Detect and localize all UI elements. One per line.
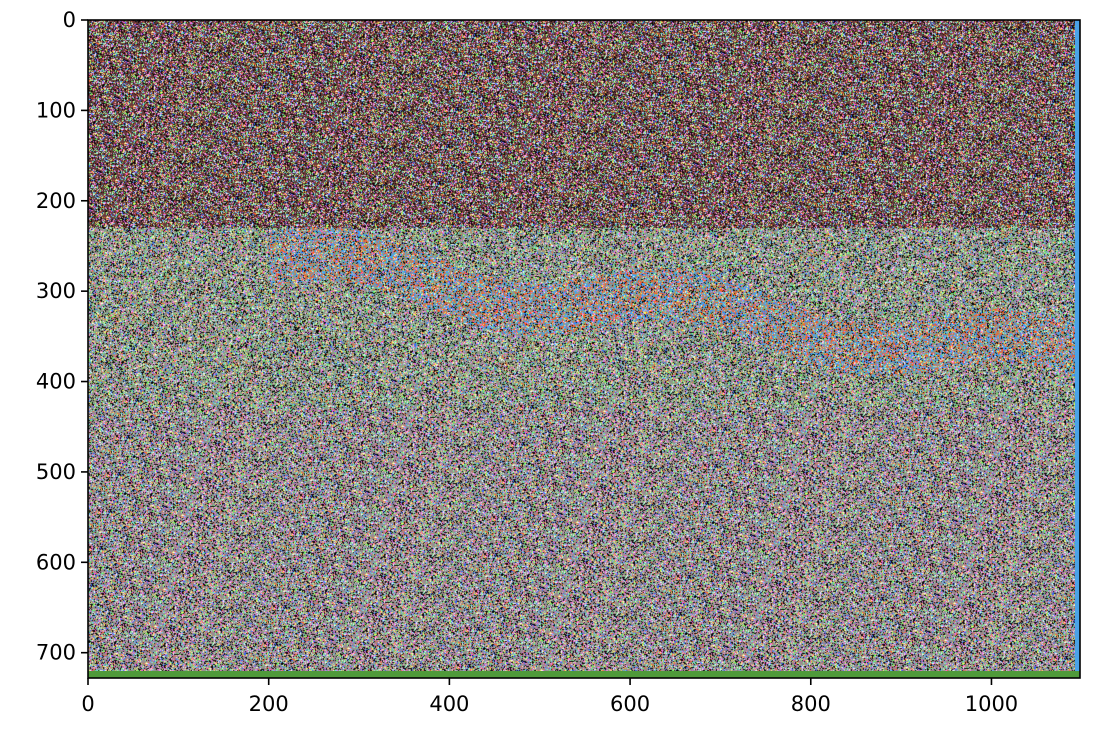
- x-tick-label: 200: [249, 692, 289, 716]
- y-tick-label: 0: [63, 8, 76, 32]
- streak-layer: [88, 20, 1080, 678]
- edge-strips: [88, 20, 1080, 678]
- x-tick-label: 800: [791, 692, 831, 716]
- edge-strip-right: [1075, 20, 1080, 678]
- x-tick-label: 1000: [965, 692, 1018, 716]
- x-axis: 0 200 400 600 800 1000: [81, 678, 1018, 716]
- y-tick-label: 400: [36, 370, 76, 394]
- x-tick-label: 600: [610, 692, 650, 716]
- y-tick-label: 300: [36, 279, 76, 303]
- y-tick-label: 100: [36, 98, 76, 122]
- axes-frame: [87, 19, 1081, 679]
- region-3: [88, 409, 1080, 678]
- edge-strip-bottom: [88, 671, 1080, 678]
- heatmap-pixels: [88, 20, 1080, 678]
- x-tick-label: 400: [429, 692, 469, 716]
- y-axis: 0 100 200 300 400 500 600 700: [36, 8, 88, 665]
- x-tick-label: 0: [81, 692, 94, 716]
- y-tick-label: 200: [36, 189, 76, 213]
- y-tick-label: 700: [36, 641, 76, 665]
- y-tick-label: 600: [36, 550, 76, 574]
- y-tick-label: 500: [36, 460, 76, 484]
- region-0: [88, 20, 1080, 228]
- region-2: [287, 237, 1064, 400]
- image-heatmap: [88, 20, 1080, 678]
- plot-area: [88, 20, 1080, 678]
